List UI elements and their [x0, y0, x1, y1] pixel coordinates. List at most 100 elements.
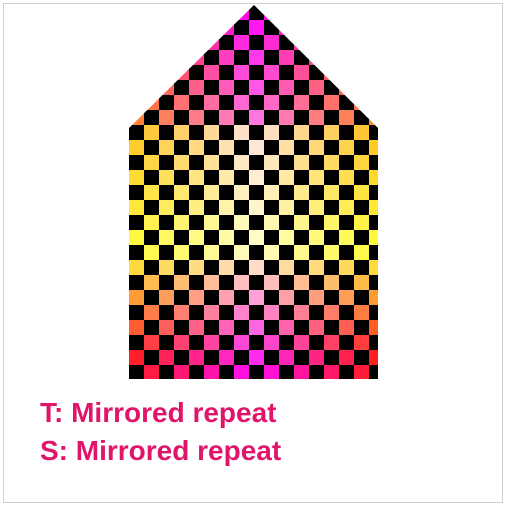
texture-cell: [354, 80, 370, 96]
texture-cell: [219, 65, 235, 81]
texture-cell: [324, 305, 340, 321]
texture-cell: [234, 200, 250, 216]
texture-cell: [219, 110, 235, 126]
texture-cell: [249, 125, 265, 141]
texture-cell: [249, 110, 265, 126]
texture-cell: [234, 260, 250, 276]
texture-cell: [324, 320, 340, 336]
texture-cell: [309, 230, 325, 246]
texture-cell: [279, 305, 295, 321]
texture-cell: [279, 170, 295, 186]
texture-cell: [129, 245, 145, 261]
texture-cell: [309, 140, 325, 156]
texture-cell: [204, 95, 220, 111]
texture-cell: [204, 335, 220, 351]
texture-cell: [294, 230, 310, 246]
texture-cell: [369, 20, 378, 36]
texture-cell: [354, 365, 370, 379]
texture-cell: [324, 260, 340, 276]
texture-cell: [129, 260, 145, 276]
texture-cell: [144, 20, 160, 36]
texture-cell: [174, 65, 190, 81]
texture-cell: [324, 275, 340, 291]
texture-cell: [159, 230, 175, 246]
texture-cell: [279, 365, 295, 379]
texture-cell: [369, 365, 378, 379]
texture-cell: [144, 50, 160, 66]
texture-cell: [234, 125, 250, 141]
texture-cell: [174, 50, 190, 66]
texture-cell: [144, 5, 160, 21]
texture-cell: [189, 170, 205, 186]
texture-cell: [339, 170, 355, 186]
texture-cell: [219, 35, 235, 51]
texture-cell: [324, 350, 340, 366]
texture-cell: [144, 245, 160, 261]
texture-cell: [264, 230, 280, 246]
texture-cell: [129, 305, 145, 321]
texture-cell: [369, 170, 378, 186]
texture-cell: [339, 335, 355, 351]
texture-cell: [294, 260, 310, 276]
texture-cell: [129, 290, 145, 306]
texture-cell: [369, 230, 378, 246]
texture-cell: [309, 275, 325, 291]
texture-cell: [279, 65, 295, 81]
texture-cell: [324, 65, 340, 81]
texture-cell: [174, 305, 190, 321]
texture-cell: [294, 125, 310, 141]
texture-cell: [354, 110, 370, 126]
texture-cell: [174, 275, 190, 291]
texture-cell: [309, 260, 325, 276]
texture-cell: [249, 5, 265, 21]
texture-cell: [204, 275, 220, 291]
texture-cell: [159, 155, 175, 171]
texture-cell: [369, 65, 378, 81]
texture-cell: [339, 125, 355, 141]
texture-cell: [234, 365, 250, 379]
texture-cell: [129, 320, 145, 336]
texture-cell: [264, 140, 280, 156]
texture-cell: [159, 20, 175, 36]
texture-cell: [264, 245, 280, 261]
texture-cell: [279, 5, 295, 21]
texture-cell: [189, 50, 205, 66]
texture-cell: [369, 320, 378, 336]
texture-cell: [324, 80, 340, 96]
texture-cell: [294, 50, 310, 66]
texture-cell: [189, 275, 205, 291]
texture-cell: [279, 245, 295, 261]
texture-cell: [204, 20, 220, 36]
texture-cell: [369, 110, 378, 126]
texture-cell: [264, 5, 280, 21]
texture-cell: [294, 305, 310, 321]
texture-cell: [294, 80, 310, 96]
texture-cell: [279, 275, 295, 291]
texture-cell: [219, 170, 235, 186]
texture-cell: [354, 275, 370, 291]
texture-cell: [309, 245, 325, 261]
texture-cell: [234, 65, 250, 81]
texture-cell: [264, 185, 280, 201]
texture-cell: [159, 170, 175, 186]
texture-cell: [144, 170, 160, 186]
texture-cell: [159, 275, 175, 291]
texture-cell: [144, 230, 160, 246]
texture-cell: [249, 95, 265, 111]
texture-cell: [204, 140, 220, 156]
texture-cell: [294, 170, 310, 186]
texture-cell: [354, 260, 370, 276]
texture-cell: [339, 200, 355, 216]
texture-cell: [249, 365, 265, 379]
texture-cell: [204, 245, 220, 261]
texture-cell: [279, 110, 295, 126]
texture-cell: [369, 155, 378, 171]
texture-cell: [264, 155, 280, 171]
texture-cell: [309, 50, 325, 66]
texture-cell: [129, 275, 145, 291]
texture-cell: [294, 275, 310, 291]
texture-cell: [369, 290, 378, 306]
texture-cell: [339, 35, 355, 51]
texture-cell: [174, 215, 190, 231]
texture-cell: [294, 35, 310, 51]
